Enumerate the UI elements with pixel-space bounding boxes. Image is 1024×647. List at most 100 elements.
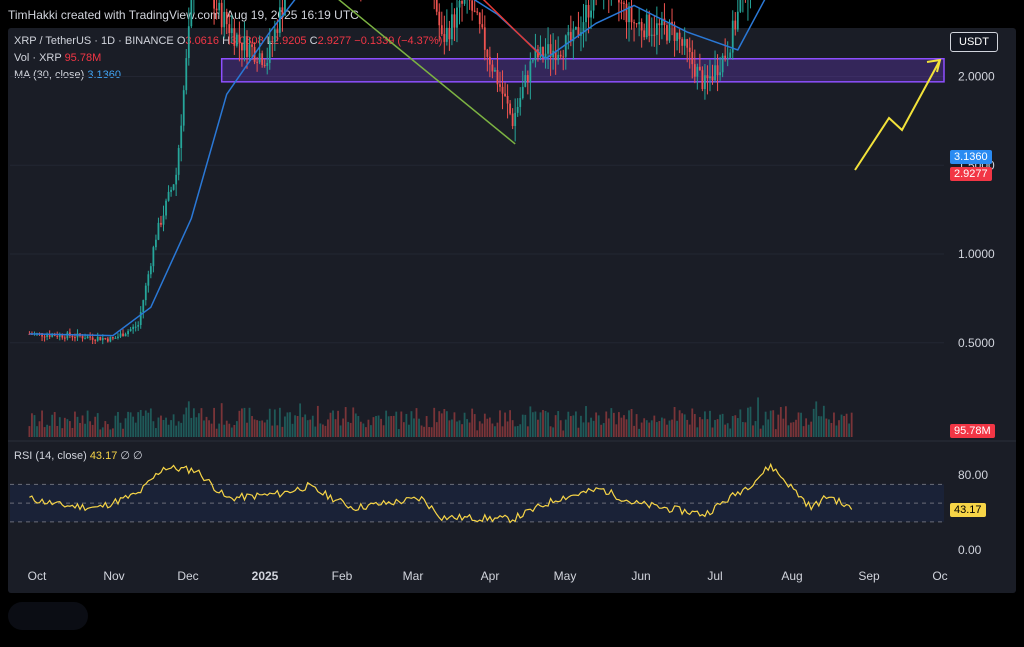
volume-bar	[296, 416, 299, 437]
candle-body	[585, 4, 587, 23]
volume-bar	[531, 412, 534, 437]
candle-body	[276, 29, 279, 33]
tradingview-logo	[8, 602, 88, 630]
volume-bar	[109, 429, 112, 437]
volume-bar	[572, 415, 575, 437]
candle-body	[71, 335, 74, 338]
volume-bar	[104, 421, 107, 437]
low-value: 2.9205	[272, 35, 307, 47]
volume-bar	[787, 425, 790, 437]
volume-bar	[504, 412, 506, 437]
candle-body	[117, 336, 119, 338]
ma-price-tag: 3.1360	[950, 150, 992, 164]
volume-bar	[719, 414, 721, 437]
volume-bar	[180, 422, 183, 437]
candle-body	[509, 103, 512, 114]
candle-body	[51, 334, 54, 337]
candle-body	[643, 30, 646, 38]
volume-bar	[425, 416, 428, 437]
close-value: 2.9277	[317, 35, 352, 47]
candle-body	[458, 0, 461, 8]
volume-bar	[473, 414, 476, 437]
volume-bar	[577, 427, 580, 437]
volume-bar	[218, 423, 221, 437]
rsi-settings-icon[interactable]: ∅ ∅	[120, 450, 143, 462]
candle-body	[86, 336, 89, 339]
volume-bar	[395, 411, 398, 437]
volume-bar	[623, 415, 625, 437]
volume-bar	[241, 408, 243, 437]
x-tick-label: 2025	[252, 569, 279, 583]
volume-bar	[319, 423, 322, 437]
volume-bar	[261, 420, 264, 437]
currency-button[interactable]: USDT	[950, 32, 998, 52]
volume-bar	[152, 421, 155, 437]
volume-bar	[339, 425, 342, 437]
candle-body	[564, 35, 567, 57]
rsi-label: RSI (14, close)	[14, 450, 87, 462]
volume-bar	[696, 427, 699, 437]
volume-bar	[443, 409, 446, 437]
volume-bar	[521, 414, 524, 437]
candle-body	[572, 29, 575, 42]
volume-bar	[357, 416, 360, 437]
volume-bar	[385, 410, 388, 437]
volume-bar	[342, 418, 345, 437]
volume-bar	[691, 408, 694, 437]
volume-bar	[704, 411, 706, 437]
volume-bar	[220, 403, 223, 437]
candle-body	[74, 337, 76, 339]
candle-body	[696, 66, 699, 77]
candle-body	[721, 55, 724, 73]
volume-bar	[230, 427, 233, 437]
candle-body	[526, 75, 529, 83]
volume-bar	[580, 415, 582, 437]
candle-body	[630, 6, 633, 23]
volume-bar	[215, 428, 218, 437]
volume-bar	[347, 421, 350, 437]
volume-bar	[825, 418, 828, 437]
candle-body	[440, 25, 443, 35]
candle-body	[456, 7, 458, 28]
volume-bar	[688, 424, 691, 437]
candle-body	[668, 21, 671, 41]
volume-bar	[170, 420, 172, 437]
rsi-tick-label: 80.00	[958, 468, 988, 482]
volume-bar	[628, 410, 630, 437]
candle-body	[620, 2, 623, 4]
volume-bar	[213, 407, 215, 437]
volume-bar	[423, 426, 425, 437]
candle-body	[514, 112, 517, 127]
candle-body	[569, 32, 572, 42]
volume-bar	[537, 419, 539, 437]
rsi-legend: RSI (14, close) 43.17 ∅ ∅	[14, 449, 143, 462]
candle-body	[170, 189, 172, 192]
candle-body	[182, 90, 185, 126]
volume-bar	[529, 406, 532, 437]
candle-body	[691, 52, 694, 65]
candle-body	[114, 337, 117, 339]
volume-bar	[160, 415, 162, 437]
volume-bar	[370, 425, 372, 437]
volume-bar	[592, 420, 595, 437]
volume-bar	[149, 408, 152, 437]
candle-body	[152, 247, 155, 267]
volume-bar	[112, 428, 114, 437]
volume-bar	[420, 425, 423, 437]
volume-bar	[382, 425, 385, 437]
candle-body	[534, 49, 537, 61]
volume-bar	[595, 412, 598, 437]
volume-bar	[526, 426, 529, 437]
candle-body	[544, 53, 547, 58]
volume-bar	[91, 424, 94, 437]
volume-bar	[726, 423, 729, 437]
volume-bar	[782, 418, 785, 437]
volume-bar	[564, 419, 567, 437]
volume-bar	[380, 418, 382, 437]
candle-body	[635, 23, 638, 25]
candle-body	[149, 266, 152, 275]
volume-bar	[784, 406, 787, 437]
volume-bar	[268, 408, 271, 437]
candle-body	[119, 333, 122, 337]
